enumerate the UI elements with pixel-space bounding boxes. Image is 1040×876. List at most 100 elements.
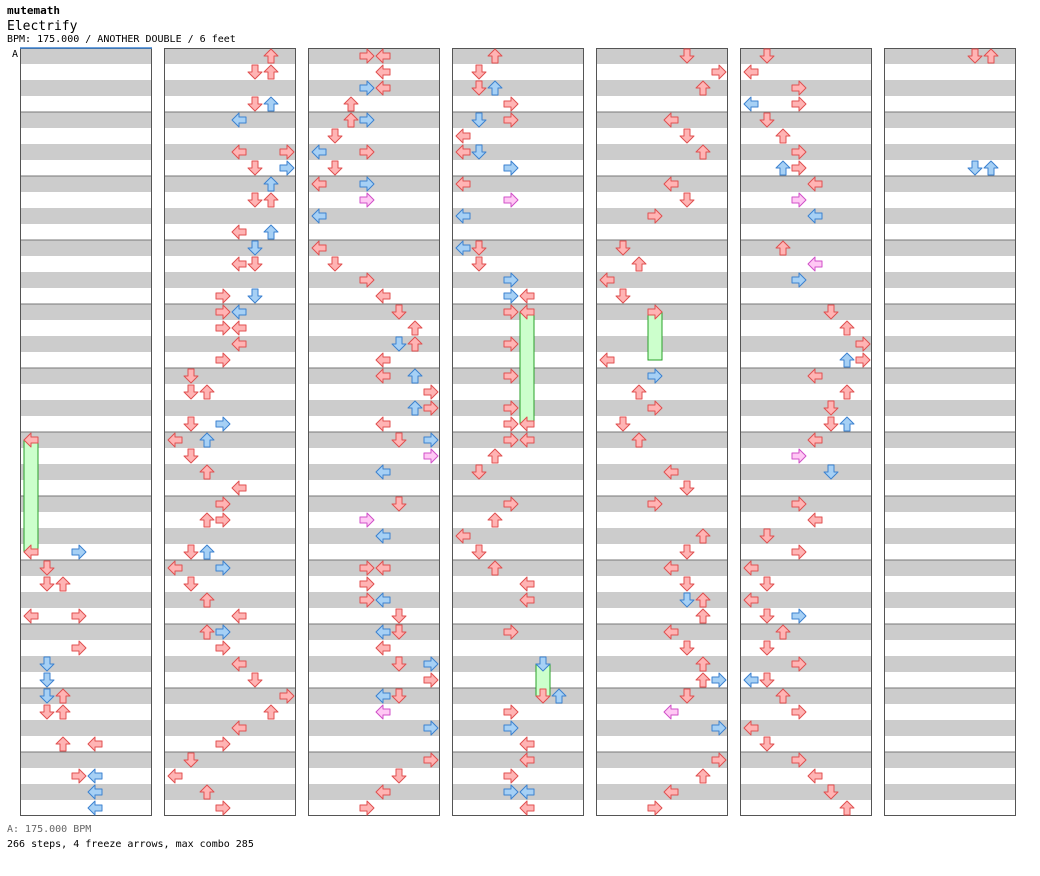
step-arrow	[183, 576, 199, 592]
step-arrow	[455, 240, 471, 256]
chart-stripe	[164, 432, 296, 448]
chart-stripe	[740, 464, 872, 480]
step-arrow	[231, 304, 247, 320]
step-arrow	[359, 48, 375, 64]
chart-stripe	[884, 176, 1016, 192]
step-arrow	[695, 672, 711, 688]
chart-stripe	[740, 176, 872, 192]
chart-stripe	[20, 80, 152, 96]
step-arrow	[599, 272, 615, 288]
chart-stripe	[20, 720, 152, 736]
step-arrow	[375, 48, 391, 64]
step-arrow	[791, 608, 807, 624]
step-arrow	[391, 496, 407, 512]
chart-stripe	[884, 48, 1016, 64]
step-arrow	[247, 96, 263, 112]
step-arrow	[455, 528, 471, 544]
step-arrow	[471, 112, 487, 128]
step-arrow	[503, 96, 519, 112]
step-arrow	[647, 208, 663, 224]
step-arrow	[487, 48, 503, 64]
chart-stripe	[740, 432, 872, 448]
step-arrow	[391, 608, 407, 624]
step-arrow	[359, 80, 375, 96]
step-arrow	[503, 288, 519, 304]
step-arrow	[631, 256, 647, 272]
step-arrow	[71, 608, 87, 624]
artist-name: mutemath	[7, 4, 60, 17]
step-arrow	[791, 96, 807, 112]
chart-stripe	[884, 528, 1016, 544]
step-arrow	[215, 288, 231, 304]
step-arrow	[503, 704, 519, 720]
step-arrow	[647, 304, 663, 320]
chart-stripe	[884, 560, 1016, 576]
chart-stripe	[740, 208, 872, 224]
chart-stripe	[308, 464, 440, 480]
chart-stripe	[740, 368, 872, 384]
step-arrow	[775, 240, 791, 256]
step-arrow	[503, 160, 519, 176]
step-arrow	[375, 416, 391, 432]
step-arrow	[231, 224, 247, 240]
step-arrow	[55, 736, 71, 752]
step-arrow	[87, 736, 103, 752]
chart-stripe	[884, 400, 1016, 416]
chart-stripe	[164, 656, 296, 672]
step-arrow	[375, 352, 391, 368]
step-arrow	[279, 688, 295, 704]
chart-stripe	[452, 464, 584, 480]
chart-stripe	[452, 144, 584, 160]
chart-stripe	[20, 48, 152, 64]
step-arrow	[455, 176, 471, 192]
chart-stripe	[884, 656, 1016, 672]
step-arrow	[839, 800, 855, 816]
step-arrow	[759, 528, 775, 544]
chart-stripe	[884, 592, 1016, 608]
step-arrow	[375, 560, 391, 576]
chart-stripe	[308, 336, 440, 352]
chart-stripe	[596, 528, 728, 544]
step-arrow	[743, 672, 759, 688]
chart-stripe	[884, 624, 1016, 640]
chart-stripe	[740, 112, 872, 128]
chart-stripe	[308, 368, 440, 384]
step-arrow	[679, 480, 695, 496]
chart-stripe	[596, 560, 728, 576]
step-arrow	[375, 688, 391, 704]
step-arrow	[471, 144, 487, 160]
step-arrow	[679, 192, 695, 208]
step-arrow	[743, 720, 759, 736]
step-arrow	[263, 64, 279, 80]
chart-stripe	[884, 720, 1016, 736]
step-arrow	[839, 384, 855, 400]
step-arrow	[407, 336, 423, 352]
step-arrow	[375, 640, 391, 656]
step-arrow	[647, 800, 663, 816]
chart-column-border	[308, 48, 440, 816]
chart-stripe	[308, 656, 440, 672]
chart-stripe	[20, 592, 152, 608]
chart-stripe	[164, 48, 296, 64]
chart-stripe	[884, 496, 1016, 512]
chart-stripe	[20, 240, 152, 256]
chart-stripe	[596, 464, 728, 480]
step-arrow	[247, 160, 263, 176]
step-arrow	[791, 80, 807, 96]
step-arrow	[471, 240, 487, 256]
chart-stripe	[740, 720, 872, 736]
step-arrow	[71, 768, 87, 784]
step-arrow	[231, 320, 247, 336]
chart-column-border	[164, 48, 296, 816]
step-arrow	[375, 784, 391, 800]
step-arrow	[359, 144, 375, 160]
step-arrow	[855, 352, 871, 368]
step-arrow	[231, 112, 247, 128]
step-arrow	[375, 704, 391, 720]
step-arrow	[359, 576, 375, 592]
chart-info: BPM: 175.000 / ANOTHER DOUBLE / 6 feet	[7, 34, 236, 45]
chart-stripe	[164, 752, 296, 768]
step-arrow	[375, 528, 391, 544]
step-arrow	[183, 416, 199, 432]
chart-stripe	[20, 624, 152, 640]
